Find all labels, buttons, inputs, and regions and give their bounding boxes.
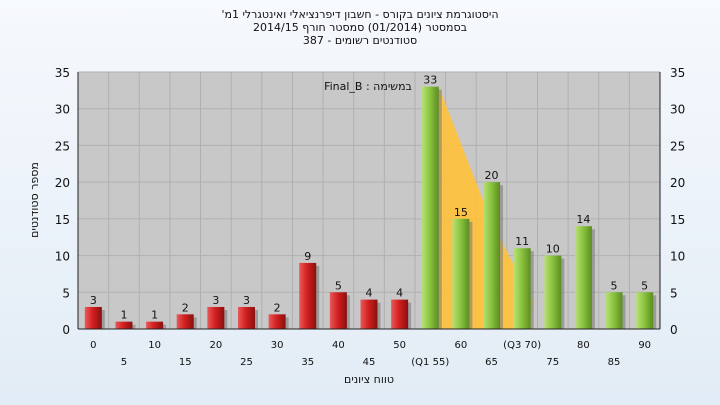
x-tick-label: 80 — [577, 340, 590, 351]
y-tick-label-right: 30 — [670, 103, 685, 117]
x-tick-label: 35 — [301, 357, 314, 368]
bar-70 — [513, 248, 531, 329]
bar-60 — [452, 218, 470, 329]
x-tick-label: (Q1 55) — [411, 357, 449, 368]
x-tick-label: 25 — [240, 357, 253, 368]
x-tick-label: 30 — [271, 340, 284, 351]
bar-10 — [146, 321, 164, 329]
y-tick-label-left: 35 — [55, 66, 70, 80]
value-label: 3 — [212, 294, 219, 307]
x-tick-label: 65 — [485, 357, 498, 368]
bar-65 — [483, 182, 501, 329]
y-tick-label-right: 20 — [670, 176, 685, 190]
x-tick-label: 45 — [363, 357, 376, 368]
bar-25 — [237, 306, 255, 329]
x-tick-label: 5 — [121, 357, 127, 368]
bar-90 — [636, 292, 654, 329]
x-tick-label: 85 — [608, 357, 621, 368]
bar-50 — [391, 299, 409, 329]
y-tick-label-left: 30 — [55, 103, 70, 117]
value-label: 1 — [151, 309, 158, 322]
value-label: 1 — [120, 309, 127, 322]
value-label: 33 — [423, 74, 437, 87]
title-line-2: בסמסטר (01/2014) סמסטר חורף 2014/15 — [253, 21, 467, 34]
y-tick-label-right: 25 — [670, 139, 685, 153]
value-label: 3 — [90, 294, 97, 307]
y-tick-label-right: 35 — [670, 66, 685, 80]
x-tick-label: (Q3 70) — [503, 340, 541, 351]
y-tick-label-left: 20 — [55, 176, 70, 190]
value-label: 15 — [454, 206, 468, 219]
y-tick-label-right: 0 — [670, 323, 678, 337]
bar-5 — [115, 321, 133, 329]
bar-85 — [605, 292, 623, 329]
value-label: 20 — [485, 169, 499, 182]
value-label: 14 — [576, 213, 590, 226]
value-label: 11 — [515, 235, 529, 248]
value-label: 10 — [546, 243, 560, 256]
x-tick-label: 90 — [638, 340, 651, 351]
x-axis-label: טווח ציונים — [344, 373, 394, 386]
bar-75 — [544, 255, 562, 329]
value-label: 9 — [304, 250, 311, 263]
value-label: 3 — [243, 294, 250, 307]
y-tick-label-right: 5 — [670, 286, 678, 300]
bar-20 — [207, 306, 225, 329]
bar-45 — [360, 299, 378, 329]
x-tick-label: 40 — [332, 340, 345, 351]
bar-15 — [176, 314, 194, 329]
y-tick-label-left: 15 — [55, 213, 70, 227]
x-tick-label: 10 — [148, 340, 161, 351]
value-label: 4 — [396, 287, 403, 300]
title-line-1: 'היסטוגרמת ציונים בקורס - חשבון דיפרנציא… — [221, 8, 499, 21]
y-axis-label: מספר סטודנטים — [28, 162, 41, 238]
y-tick-label-left: 10 — [55, 250, 70, 264]
x-tick-label: 20 — [209, 340, 222, 351]
x-tick-label: 0 — [90, 340, 96, 351]
y-tick-label-left: 25 — [55, 139, 70, 153]
y-tick-label-left: 0 — [62, 323, 70, 337]
x-tick-label: 60 — [455, 340, 468, 351]
value-label: 2 — [182, 301, 189, 314]
x-tick-label: 50 — [393, 340, 406, 351]
bar-40 — [329, 292, 347, 329]
value-label: 5 — [611, 279, 618, 292]
value-label: 2 — [274, 301, 281, 314]
bar-55 — [421, 86, 439, 329]
x-tick-label: 75 — [546, 357, 559, 368]
y-tick-label-right: 15 — [670, 213, 685, 227]
bar-80 — [574, 226, 592, 329]
value-label: 4 — [366, 287, 373, 300]
bar-35 — [299, 262, 317, 329]
value-label: 5 — [335, 279, 342, 292]
task-annotation: Final_B : במשימה — [324, 80, 412, 93]
y-tick-label-left: 5 — [62, 286, 70, 300]
x-tick-label: 15 — [179, 357, 192, 368]
bar-0 — [84, 306, 102, 329]
y-tick-label-right: 10 — [670, 250, 685, 264]
bars-group — [84, 86, 657, 329]
value-label: 5 — [641, 279, 648, 292]
bar-30 — [268, 314, 286, 329]
title-line-3: 387 - סטודנטים רשומים — [302, 34, 418, 47]
